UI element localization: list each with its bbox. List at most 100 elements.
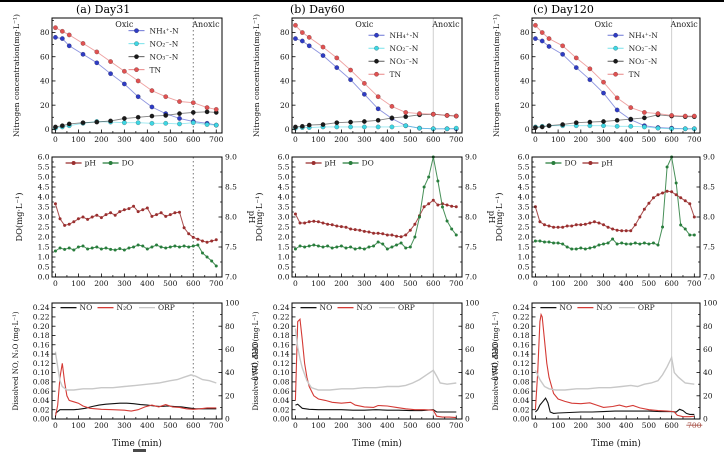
svg-text:100: 100 bbox=[311, 421, 326, 430]
svg-text:500: 500 bbox=[642, 279, 657, 288]
svg-text:0: 0 bbox=[53, 421, 58, 430]
svg-text:Dissolved NO, N₂O (mg·L⁻¹): Dissolved NO, N₂O (mg·L⁻¹) bbox=[492, 311, 500, 410]
svg-text:80: 80 bbox=[40, 28, 50, 37]
svg-text:500: 500 bbox=[163, 421, 178, 430]
svg-text:1.0: 1.0 bbox=[38, 253, 50, 262]
svg-text:5.5: 5.5 bbox=[518, 163, 530, 172]
svg-text:0: 0 bbox=[225, 415, 230, 424]
svg-text:200: 200 bbox=[94, 279, 109, 288]
svg-text:Nitrogen concentration(mg·L⁻¹): Nitrogen concentration(mg·L⁻¹) bbox=[492, 14, 501, 137]
svg-text:0.14: 0.14 bbox=[33, 350, 50, 359]
svg-text:NO₃⁻-N: NO₃⁻-N bbox=[629, 57, 658, 66]
svg-text:0.20: 0.20 bbox=[513, 322, 530, 331]
panel-c-nitrogen: Oxic Anoxic 0 100 200 300 400 500 600 700 0 20 40 60 8… bbox=[492, 14, 702, 144]
svg-text:0.22: 0.22 bbox=[273, 313, 290, 322]
svg-text:Oxic: Oxic bbox=[355, 20, 374, 29]
svg-text:0: 0 bbox=[293, 135, 298, 144]
svg-text:300: 300 bbox=[117, 135, 132, 144]
svg-text:3.5: 3.5 bbox=[38, 203, 50, 212]
svg-text:40: 40 bbox=[465, 368, 475, 377]
svg-text:700: 700 bbox=[209, 421, 224, 430]
svg-text:700: 700 bbox=[209, 135, 224, 144]
svg-text:7.0: 7.0 bbox=[465, 273, 477, 282]
svg-text:700: 700 bbox=[687, 135, 702, 144]
svg-text:300: 300 bbox=[357, 421, 372, 430]
svg-text:2.0: 2.0 bbox=[518, 233, 530, 242]
svg-text:0.0: 0.0 bbox=[278, 273, 290, 282]
svg-text:700: 700 bbox=[687, 279, 702, 288]
svg-text:0: 0 bbox=[465, 415, 470, 424]
svg-text:0.0: 0.0 bbox=[518, 273, 530, 282]
svg-text:0.22: 0.22 bbox=[33, 313, 50, 322]
svg-text:7.5: 7.5 bbox=[703, 243, 715, 252]
svg-text:NH₄⁺-N: NH₄⁺-N bbox=[629, 31, 659, 40]
svg-text:8.5: 8.5 bbox=[465, 183, 477, 192]
svg-text:0.08: 0.08 bbox=[33, 377, 50, 386]
svg-text:60: 60 bbox=[465, 345, 475, 354]
svg-text:pH: pH bbox=[601, 159, 613, 168]
svg-text:200: 200 bbox=[574, 421, 589, 430]
svg-text:6.0: 6.0 bbox=[38, 153, 50, 162]
panel-title-c: (c) Day120 bbox=[533, 3, 594, 16]
svg-text:0: 0 bbox=[285, 125, 290, 134]
svg-text:600: 600 bbox=[664, 135, 679, 144]
panel-b-ph-do: 0 100 200 300 400 500 600 700 0.00.51.01.52.02.5… bbox=[254, 153, 496, 288]
svg-text:400: 400 bbox=[380, 135, 395, 144]
svg-text:0: 0 bbox=[53, 135, 58, 144]
panel-a-gas-orp: 0 100 200 300 400 500 600 7000.000.020.040.060.… bbox=[12, 299, 259, 449]
svg-text:60: 60 bbox=[520, 52, 530, 61]
svg-text:0: 0 bbox=[53, 279, 58, 288]
svg-text:0.24: 0.24 bbox=[33, 303, 50, 312]
svg-text:0.00: 0.00 bbox=[513, 415, 530, 424]
svg-text:0.22: 0.22 bbox=[513, 313, 530, 322]
svg-text:0.04: 0.04 bbox=[33, 396, 50, 405]
svg-text:4.0: 4.0 bbox=[278, 193, 290, 202]
svg-text:60: 60 bbox=[40, 52, 50, 61]
svg-text:600: 600 bbox=[186, 279, 201, 288]
svg-text:600: 600 bbox=[664, 279, 679, 288]
svg-text:3.5: 3.5 bbox=[278, 203, 290, 212]
svg-text:5.5: 5.5 bbox=[278, 163, 290, 172]
svg-text:40: 40 bbox=[703, 368, 713, 377]
svg-text:80: 80 bbox=[280, 28, 290, 37]
svg-text:pH: pH bbox=[325, 159, 337, 168]
svg-text:3.0: 3.0 bbox=[278, 213, 290, 222]
svg-text:Nitrogen concentration(mg·L⁻¹): Nitrogen concentration(mg·L⁻¹) bbox=[252, 14, 261, 137]
svg-text:DO: DO bbox=[362, 159, 374, 168]
svg-text:300: 300 bbox=[357, 279, 372, 288]
svg-text:DO: DO bbox=[564, 159, 576, 168]
svg-text:300: 300 bbox=[117, 279, 132, 288]
svg-text:300: 300 bbox=[596, 421, 611, 430]
svg-text:pH: pH bbox=[85, 159, 97, 168]
svg-text:0.24: 0.24 bbox=[513, 303, 530, 312]
svg-text:40: 40 bbox=[40, 77, 50, 86]
svg-text:7.0: 7.0 bbox=[703, 273, 715, 282]
svg-text:500: 500 bbox=[642, 421, 657, 430]
svg-text:80: 80 bbox=[225, 322, 235, 331]
svg-text:80: 80 bbox=[520, 28, 530, 37]
svg-text:200: 200 bbox=[94, 135, 109, 144]
svg-text:600: 600 bbox=[664, 421, 679, 430]
svg-text:0: 0 bbox=[703, 415, 708, 424]
svg-text:3.0: 3.0 bbox=[518, 213, 530, 222]
panel-title-a: (a) Day31 bbox=[76, 3, 131, 16]
svg-text:1.5: 1.5 bbox=[518, 243, 530, 252]
svg-text:0.04: 0.04 bbox=[513, 396, 530, 405]
svg-text:8.0: 8.0 bbox=[225, 213, 237, 222]
svg-text:3.5: 3.5 bbox=[518, 203, 530, 212]
svg-text:Oxic: Oxic bbox=[594, 20, 613, 29]
svg-text:ORP (mv): ORP (mv) bbox=[490, 342, 499, 381]
svg-text:20: 20 bbox=[703, 391, 713, 400]
svg-text:DO(mg·L⁻¹): DO(mg·L⁻¹) bbox=[494, 193, 504, 242]
svg-text:200: 200 bbox=[334, 421, 349, 430]
panel-b-gas-orp: 0 100 200 300 400 500 600 7000.000.020.040.060.… bbox=[252, 299, 499, 449]
svg-text:4.5: 4.5 bbox=[278, 183, 290, 192]
svg-text:2.5: 2.5 bbox=[518, 223, 530, 232]
svg-text:400: 400 bbox=[140, 279, 155, 288]
svg-text:Oxic: Oxic bbox=[115, 20, 134, 29]
svg-text:8.0: 8.0 bbox=[703, 213, 715, 222]
svg-text:500: 500 bbox=[403, 279, 418, 288]
top-border bbox=[0, 0, 724, 2]
svg-text:500: 500 bbox=[163, 279, 178, 288]
